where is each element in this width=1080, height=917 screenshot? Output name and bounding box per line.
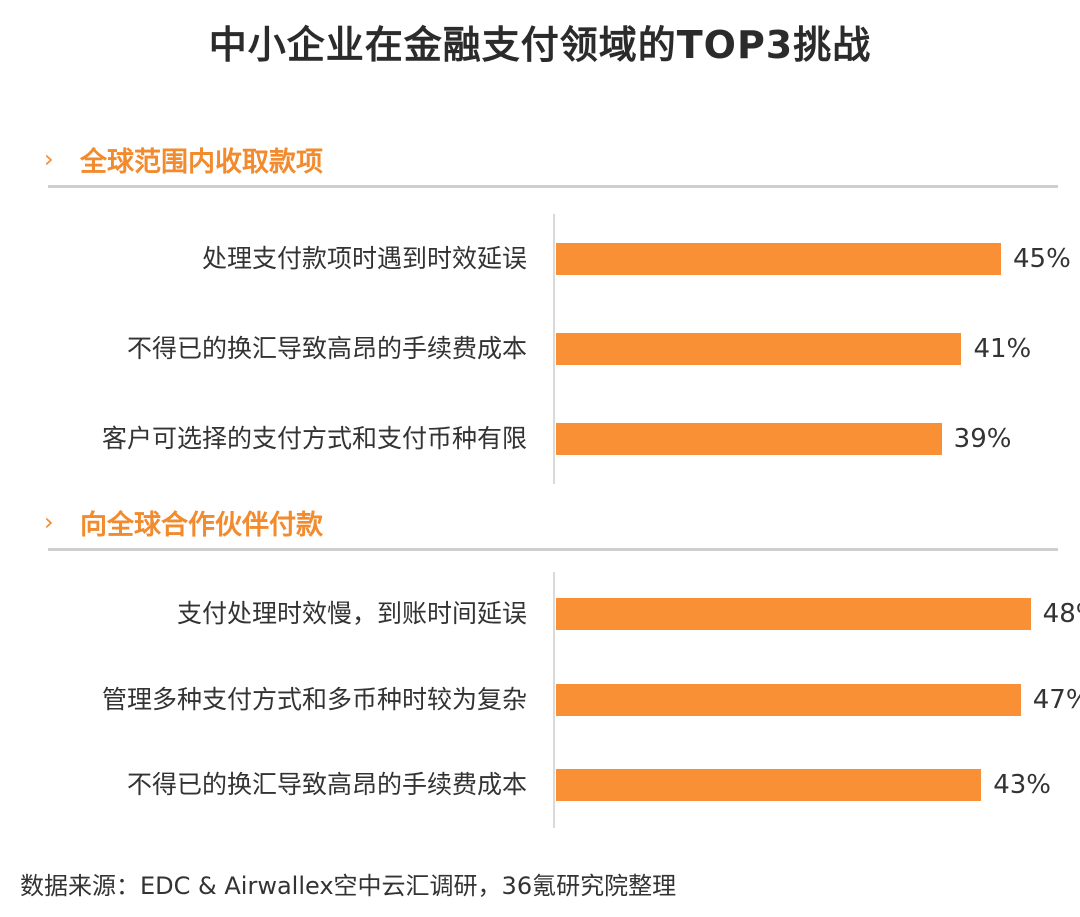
- bar: [556, 769, 982, 801]
- section-divider-1: [48, 185, 1058, 188]
- bar: [556, 423, 942, 455]
- section-divider-2: [48, 548, 1058, 551]
- value-label: 45%: [1013, 244, 1071, 274]
- value-label: 39%: [953, 424, 1012, 454]
- chevron-right-icon: ›: [44, 145, 54, 173]
- section-title-1: 全球范围内收取款项: [80, 146, 323, 178]
- bar: [556, 684, 1021, 716]
- value-label: 41%: [973, 334, 1032, 364]
- category-label: 处理支付款项时遇到时效延误: [201, 244, 527, 273]
- bar: [556, 243, 1001, 275]
- source-note: 数据来源：EDC & Airwallex空中云汇调研，36氪研究院整理: [20, 872, 677, 900]
- category-label: 不得已的换汇导致高昂的手续费成本: [126, 770, 527, 799]
- section-header-1: › 全球范围内收取款项: [44, 139, 323, 179]
- value-label: 43%: [993, 770, 1052, 800]
- section-title-2: 向全球合作伙伴付款: [80, 509, 323, 541]
- bar: [556, 333, 962, 365]
- category-label: 不得已的换汇导致高昂的手续费成本: [126, 334, 527, 363]
- chart-title: 中小企业在金融支付领域的TOP3挑战: [208, 23, 872, 67]
- section-header-2: › 向全球合作伙伴付款: [44, 502, 323, 542]
- axis-line-2: [553, 572, 555, 828]
- axis-line-1: [553, 214, 555, 484]
- category-label: 管理多种支付方式和多币种时较为复杂: [101, 685, 527, 714]
- chevron-right-icon: ›: [44, 508, 54, 536]
- category-label: 支付处理时效慢，到账时间延误: [176, 599, 527, 628]
- value-label: 48%: [1042, 599, 1080, 629]
- value-label: 47%: [1032, 685, 1080, 715]
- category-label: 客户可选择的支付方式和支付币种有限: [101, 424, 527, 453]
- bar: [556, 598, 1031, 630]
